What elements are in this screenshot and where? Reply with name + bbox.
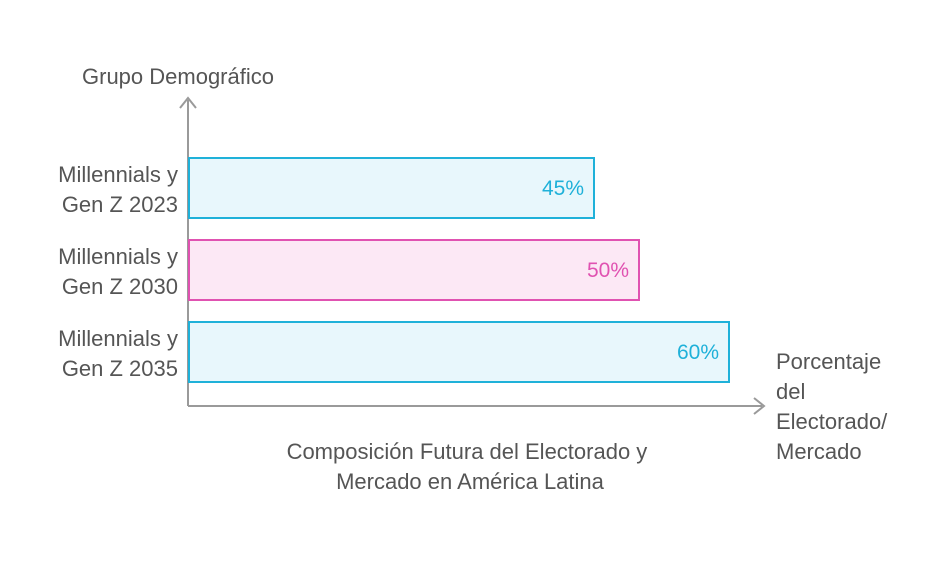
chart-title: Composición Futura del Electorado y Merc… [287,439,654,494]
x-axis-label: Porcentaje del Electorado/ Mercado [776,349,893,464]
category-label-line: Gen Z 2023 [62,192,178,217]
category-label: Millennials y Gen Z 2035 [58,326,178,381]
category-label-line: Millennials y [58,244,178,269]
x-axis-label-line: Electorado/ [776,409,888,434]
bars: 45% 50% 60% [188,157,730,383]
x-axis-label-line: Mercado [776,439,862,464]
category-labels: Millennials y Gen Z 2023 Millennials y Gen … [58,162,178,381]
category-label-line: Gen Z 2035 [62,356,178,381]
category-label-line: Gen Z 2030 [62,274,178,299]
category-label-line: Millennials y [58,326,178,351]
chart-title-line: Composición Futura del Electorado y [287,439,648,464]
x-axis-label-line: del [776,379,805,404]
bar-value-label: 45% [542,177,584,200]
y-axis-label: Grupo Demográfico [82,64,274,89]
category-label: Millennials y Gen Z 2030 [58,244,178,299]
x-axis-label-line: Porcentaje [776,349,881,374]
x-axis-arrow-icon [753,397,766,415]
bar [188,321,730,383]
y-axis-arrow-icon [179,96,197,109]
category-label-line: Millennials y [58,162,178,187]
chart-title-line: Mercado en América Latina [336,469,605,494]
bar-value-label: 50% [587,259,629,282]
category-label: Millennials y Gen Z 2023 [58,162,178,217]
bar [188,239,640,301]
bar-value-label: 60% [677,341,719,364]
bar [188,157,595,219]
